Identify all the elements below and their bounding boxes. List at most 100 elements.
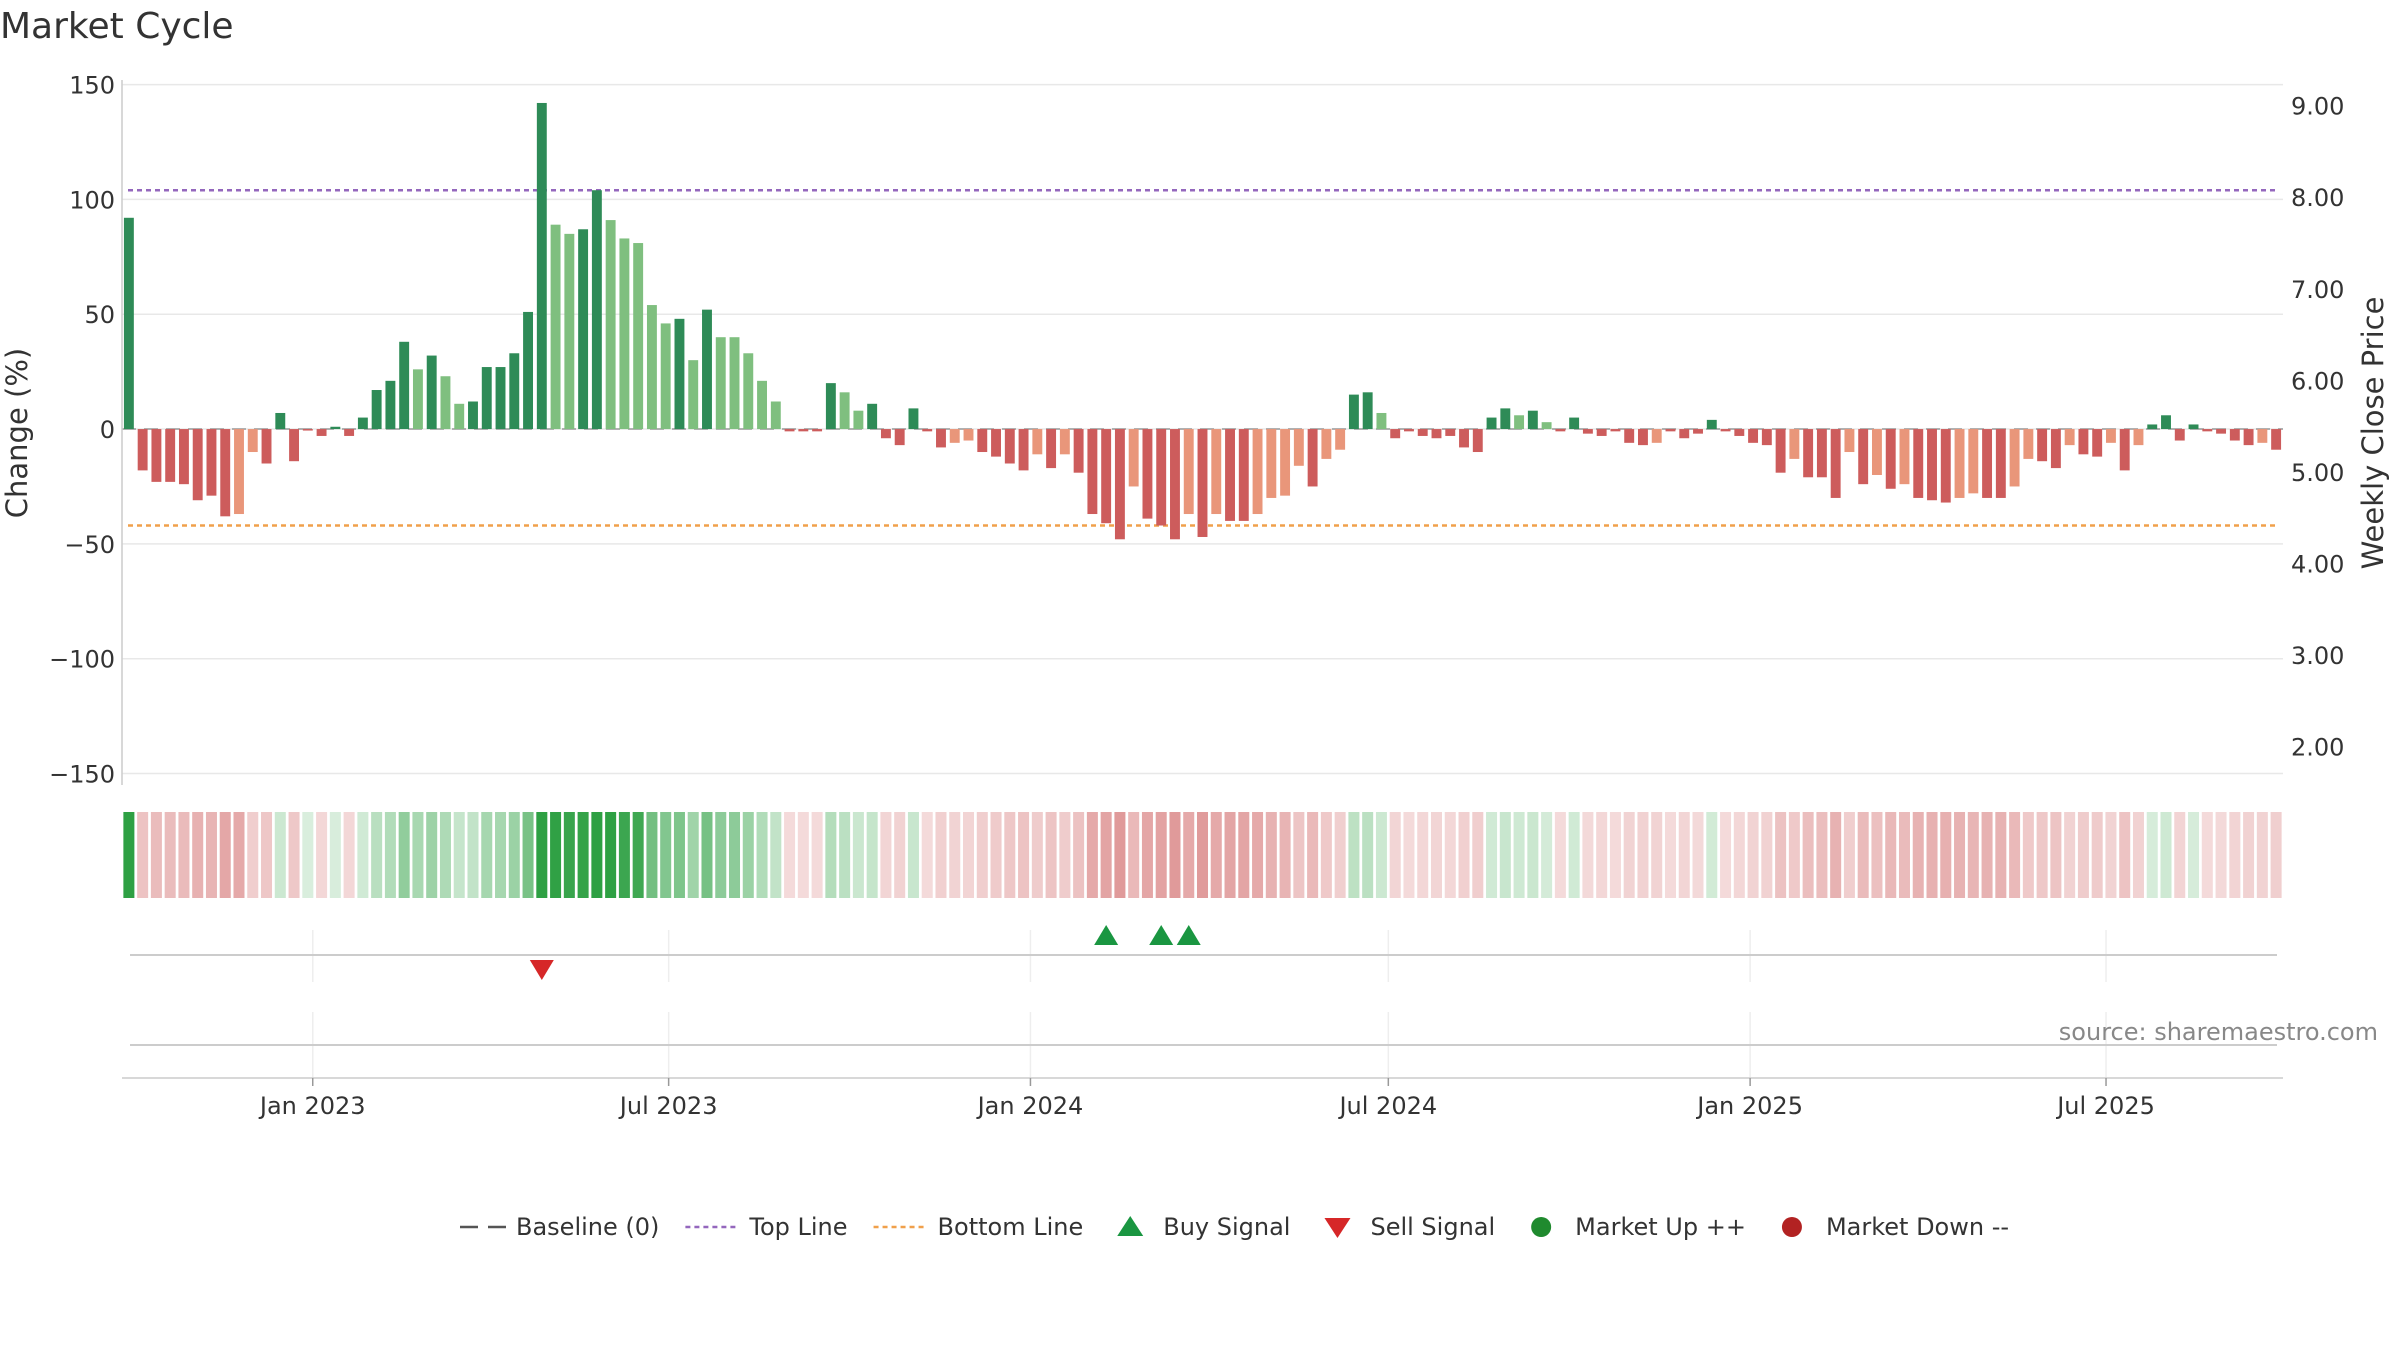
bar (825, 383, 836, 430)
bar (2050, 429, 2061, 469)
strip-cell (715, 812, 727, 898)
bar (550, 224, 561, 430)
strip-cell (123, 812, 135, 898)
left-tick-label: −50 (64, 531, 115, 559)
bar (1348, 394, 1359, 430)
strip-cell (618, 812, 630, 898)
strip-cell (467, 812, 479, 898)
bar (1445, 429, 1456, 436)
strip-cell (164, 812, 176, 898)
bar (2119, 429, 2130, 471)
strip-cell (1362, 812, 1374, 898)
bar (1555, 429, 1566, 432)
strip-cell (1706, 812, 1718, 898)
strip-cell (2036, 812, 2048, 898)
strip-cell (990, 812, 1002, 898)
bar (275, 412, 286, 430)
legend-item: Top Line (685, 1213, 848, 1241)
bar (1982, 429, 1993, 498)
strip-cell (1527, 812, 1539, 898)
strip-cell (1279, 812, 1291, 898)
legend-item: Market Up ++ (1531, 1213, 1746, 1241)
right-tick-label: 8.00 (2291, 184, 2344, 212)
bar (357, 417, 368, 430)
legend-label: Market Up ++ (1575, 1213, 1746, 1241)
strip-cell (949, 812, 961, 898)
market-state-strip (123, 812, 2282, 898)
bar (1913, 429, 1924, 498)
strip-cell (591, 812, 603, 898)
bar (633, 243, 644, 430)
legend-item: Buy Signal (1117, 1213, 1290, 1241)
strip-cell (1100, 812, 1112, 898)
strip-cell (852, 812, 864, 898)
strip-cell (1210, 812, 1222, 898)
strip-cell (646, 812, 658, 898)
bar (1362, 392, 1373, 430)
strip-cell (2270, 812, 2282, 898)
strip-cell (1348, 812, 1360, 898)
bar (1638, 429, 1648, 446)
bar (426, 355, 437, 430)
strip-cell (1912, 812, 1924, 898)
left-tick-label: 100 (69, 186, 115, 214)
left-tick-label: 150 (69, 72, 115, 100)
strip-cell (1761, 812, 1773, 898)
bar (922, 429, 933, 432)
bar (316, 429, 327, 436)
bar (1101, 429, 1112, 524)
bar (1459, 429, 1469, 448)
bar (1927, 429, 1937, 501)
bar (853, 410, 864, 430)
strip-cell (963, 812, 975, 898)
bar (2078, 429, 2089, 455)
bar (729, 337, 740, 430)
strip-cell (495, 812, 507, 898)
strip-cell (1018, 812, 1030, 898)
bar (178, 429, 189, 485)
strip-cell (2119, 812, 2131, 898)
strip-cell (1320, 812, 1332, 898)
bar (2188, 424, 2199, 430)
left-tick-label: 0 (100, 416, 115, 444)
bar (2009, 429, 2020, 487)
strip-cell (412, 812, 424, 898)
bar (289, 429, 300, 462)
legend-label: Sell Signal (1370, 1213, 1495, 1241)
bar (2147, 424, 2158, 430)
bar (770, 401, 781, 430)
bar (1995, 429, 2006, 498)
bar (1885, 429, 1896, 489)
strip-cell (1857, 812, 1869, 898)
strip-cell (797, 812, 809, 898)
bar (1789, 429, 1800, 459)
right-tick-label: 4.00 (2291, 550, 2344, 578)
bar (1954, 429, 1965, 498)
strip-cell (577, 812, 589, 898)
strip-cell (357, 812, 369, 898)
strip-cell (673, 812, 685, 898)
left-axis-label: Change (%) (0, 348, 34, 518)
strip-cell (1940, 812, 1952, 898)
strip-cell (605, 812, 617, 898)
strip-cell (1871, 812, 1883, 898)
bar (867, 403, 878, 430)
strip-cell (1678, 812, 1690, 898)
right-axis-ticks: 9.00 8.00 7.00 6.00 5.00 4.00 3.00 2.00 (2291, 93, 2344, 762)
bar (784, 429, 795, 432)
strip-cell (825, 812, 837, 898)
bar (1142, 429, 1153, 519)
x-tick-label: Jan 2023 (258, 1092, 366, 1120)
strip-cell (632, 812, 644, 898)
strip-cell (2064, 812, 2076, 898)
strip-cell (729, 812, 741, 898)
strip-cell (1073, 812, 1085, 898)
strip-cell (687, 812, 699, 898)
bar (302, 429, 313, 431)
strip-cell (1885, 812, 1897, 898)
strip-cell (1775, 812, 1787, 898)
bar (1073, 429, 1084, 473)
bar (977, 429, 988, 453)
bar (1238, 429, 1249, 521)
bar (330, 426, 341, 430)
